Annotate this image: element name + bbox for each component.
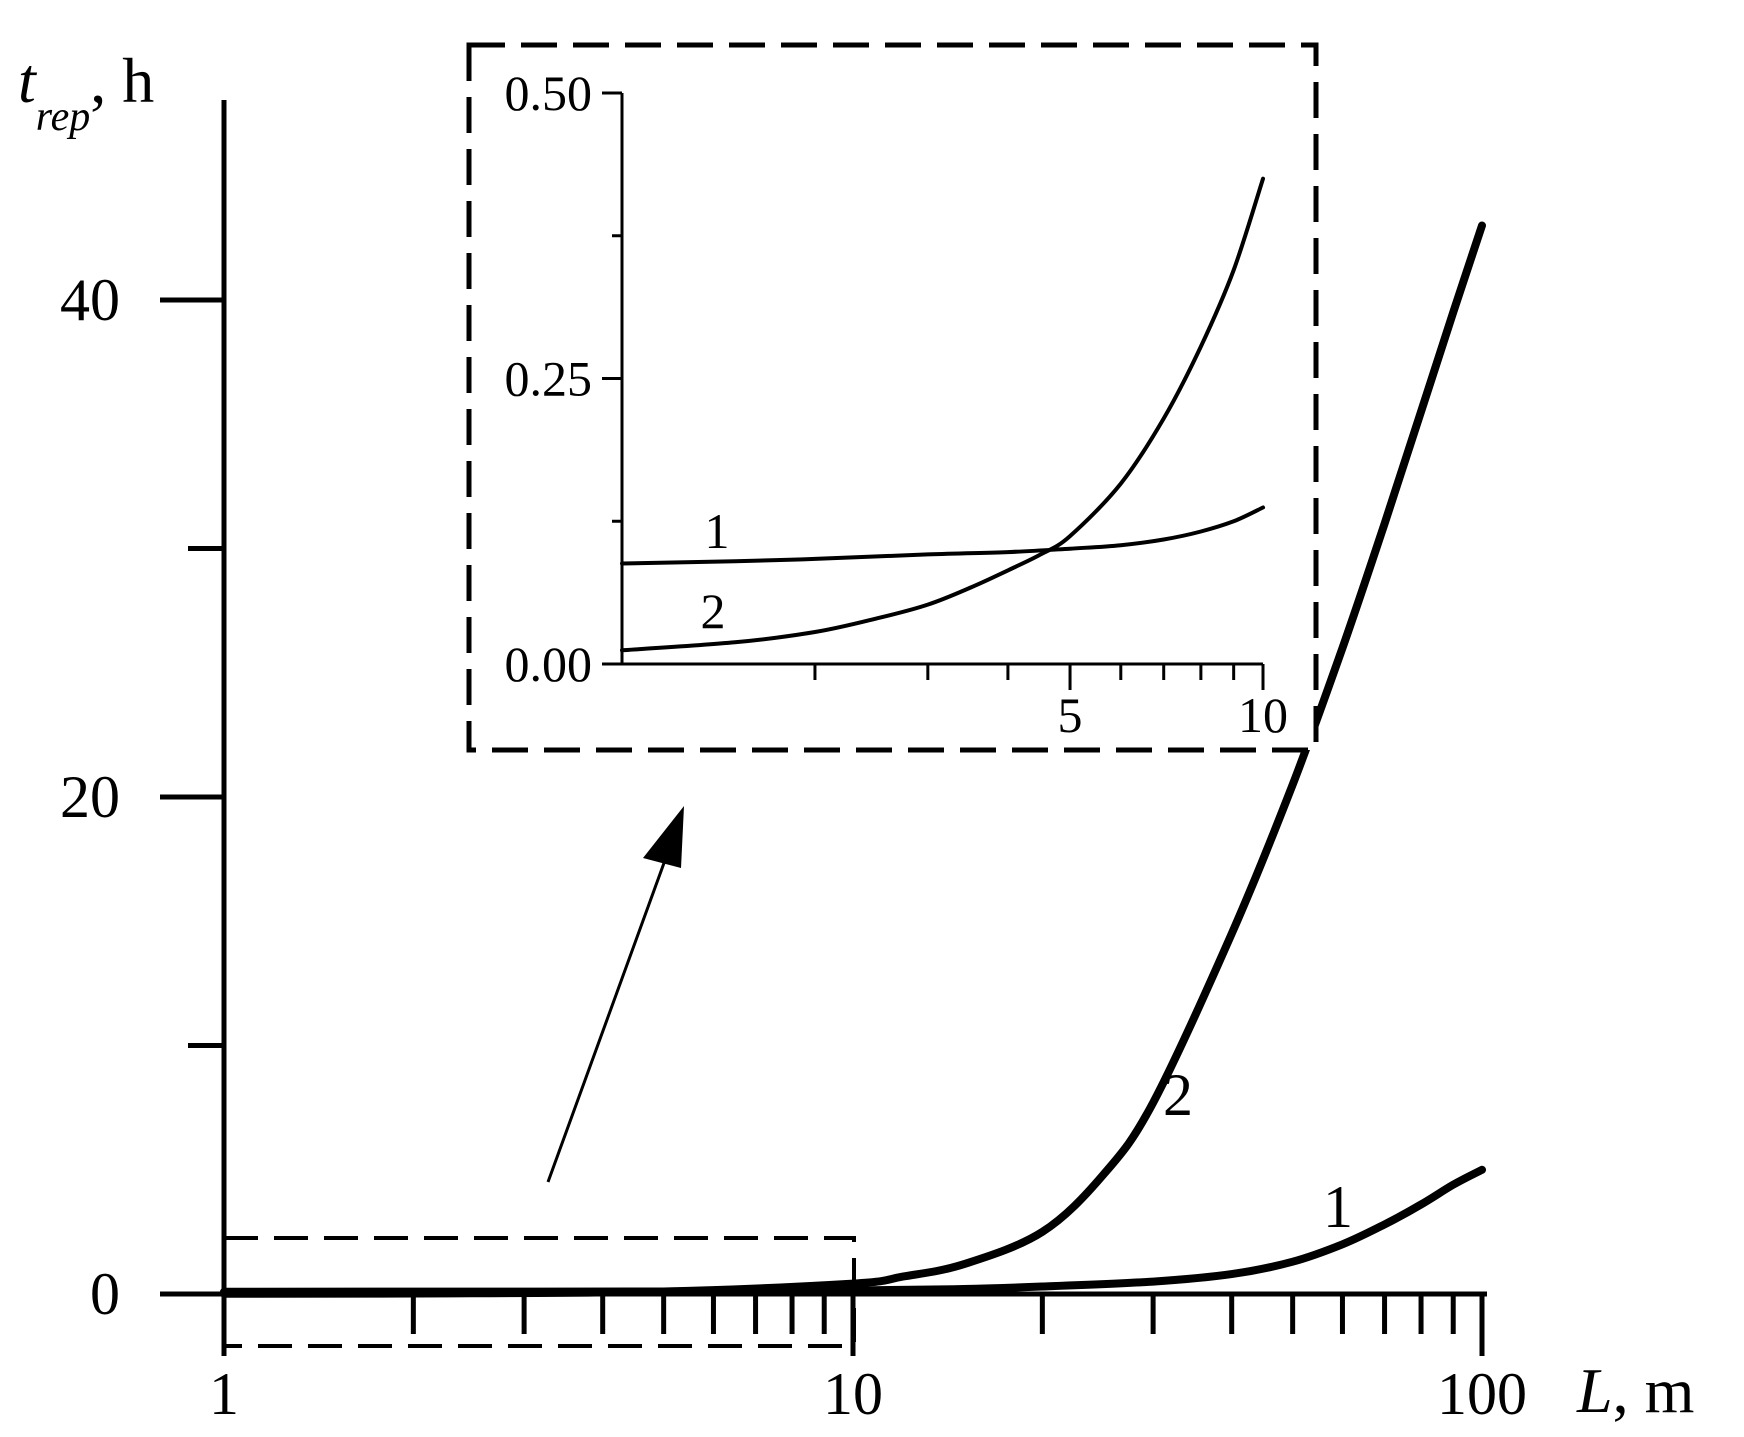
main-x-tick-label: 10 [823, 1361, 883, 1427]
inset-series-1-label: 1 [705, 503, 730, 559]
main-y-tick: 40 [60, 267, 224, 333]
main-x-tick-label: 1 [209, 1361, 239, 1427]
main-x-tick-label: 100 [1437, 1361, 1527, 1427]
inset-y-tick: 0.50 [505, 65, 622, 121]
inset-y-tick-label: 0.25 [505, 351, 593, 407]
main-y-tick-label: 0 [90, 1261, 120, 1327]
inset-y-tick-label: 0.00 [505, 636, 593, 692]
main-series-layer: 12 [220, 221, 1486, 1298]
y-axis-title: trep, h [18, 45, 154, 140]
inset-y-tick: 0.00 [505, 636, 622, 692]
main-y-tick: 0 [90, 1261, 224, 1327]
inset-plot: 0.000.250.50 5 10 12 [466, 42, 1319, 753]
inset-x-tick-label: 10 [1238, 687, 1288, 743]
main-y-tick-label: 20 [60, 764, 120, 830]
inset-x-tick: 10 [1238, 664, 1288, 743]
main-y-ticks: 0 20 40 [60, 267, 224, 1327]
inset-y-tick: 0.25 [505, 351, 622, 407]
inset-y-ticks: 0.00 0.25 0.50 [505, 65, 622, 692]
main-series-2-line [220, 221, 1486, 1298]
inset-x-tick-label: 5 [1058, 687, 1083, 743]
inset-x-tick: 5 [1058, 664, 1083, 743]
x-axis-title: L, m [1576, 1355, 1694, 1426]
inset-x-ticks: 5 10 [813, 664, 1288, 743]
main-series-2-label: 2 [1163, 1062, 1193, 1128]
inset-frame [466, 42, 1319, 753]
main-y-tick-label: 40 [60, 267, 120, 333]
main-series-1-label: 1 [1323, 1174, 1353, 1240]
inset-series-2-label: 2 [701, 583, 726, 639]
main-y-tick: 20 [60, 764, 224, 830]
zoom-pointer-arrow [546, 806, 684, 1183]
main-x-ticks: 1 10 100 [209, 1294, 1527, 1427]
main-x-tick: 100 [1437, 1294, 1527, 1427]
inset-series-layer: 12 [620, 176, 1265, 653]
zoom-region-box [222, 1236, 856, 1348]
inset-y-tick-label: 0.50 [505, 65, 593, 121]
inset-series-2-line [620, 176, 1265, 653]
